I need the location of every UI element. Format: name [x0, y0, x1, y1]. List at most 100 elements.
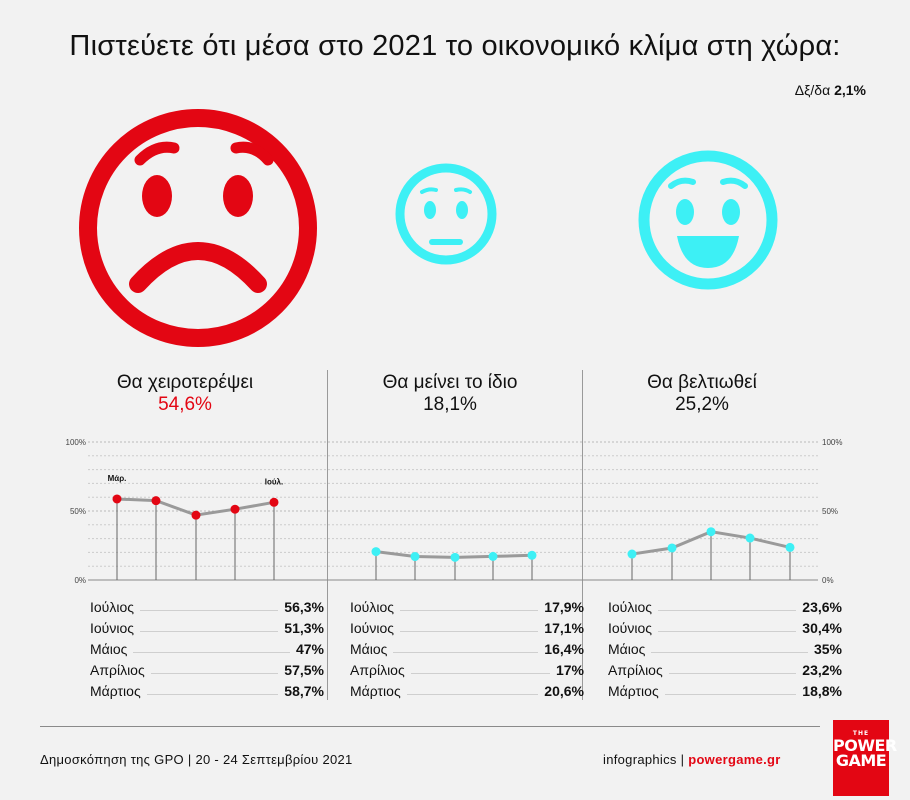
row-month: Απρίλιος — [90, 662, 145, 678]
happy-face-icon — [638, 150, 778, 290]
row-month: Μάιος — [350, 641, 388, 657]
row-month: Ιούνιος — [608, 620, 652, 636]
column-divider-2 — [582, 370, 583, 700]
page-title: Πιστεύετε ότι μέσα στο 2021 το οικονομικ… — [69, 30, 841, 62]
logo-small-text: THE — [852, 730, 870, 737]
row-value: 18,8% — [802, 683, 842, 699]
dont-know-value: 2,1% — [834, 82, 866, 98]
table-same: Ιούλιος 17,9% Ιούνιος 17,1% Μάιος 16,4% Απρίλι… — [350, 594, 584, 699]
row-leader-line — [668, 673, 797, 674]
table-row: Μάιος 35% — [608, 636, 842, 657]
column-total-worse: 54,6% — [158, 394, 212, 415]
powergame-logo: THE POWER GAME — [833, 720, 897, 796]
dont-know-label: Δξ/δα — [794, 82, 831, 98]
column-header-same: Θα μείνει το ίδιο 18,1% — [345, 372, 555, 416]
row-value: 30,4% — [802, 620, 842, 636]
row-leader-line — [410, 673, 550, 674]
row-value: 56,3% — [284, 599, 324, 615]
row-leader-line — [393, 652, 539, 653]
table-row: Μάρτιος 20,6% — [350, 678, 584, 699]
row-leader-line — [133, 652, 290, 653]
row-month: Μάιος — [90, 641, 128, 657]
table-row: Ιούλιος 56,3% — [90, 594, 324, 615]
column-label-better: Θα βελτιωθεί — [647, 372, 757, 393]
data-point — [410, 552, 420, 562]
column-label-worse: Θα χειροτερέψει — [116, 372, 254, 393]
table-row: Απρίλιος 57,5% — [90, 657, 324, 678]
footer-credit: infographics | powergame.gr — [603, 752, 781, 767]
row-leader-line — [139, 631, 279, 632]
table-worse: Ιούλιος 56,3% Ιούνιος 51,3% Μάιος 47% Απρίλιος… — [90, 594, 324, 699]
table-row: Ιούνιος 51,3% — [90, 615, 324, 636]
data-point — [269, 497, 279, 507]
data-point — [450, 552, 460, 562]
data-point — [627, 549, 637, 559]
row-month: Μάιος — [608, 641, 646, 657]
footer-divider — [40, 726, 820, 727]
table-row: Ιούλιος 17,9% — [350, 594, 584, 615]
table-row: Μάιος 16,4% — [350, 636, 584, 657]
row-value: 57,5% — [284, 662, 324, 678]
data-point — [151, 496, 161, 506]
y-tick-label-right: 100% — [822, 438, 842, 447]
row-leader-line — [146, 694, 279, 695]
x-label-last: Ιούλ. — [265, 477, 283, 486]
row-leader-line — [406, 694, 539, 695]
row-leader-line — [651, 652, 808, 653]
x-label-first: Μάρ. — [108, 474, 127, 483]
column-header-better: Θα βελτιωθεί 25,2% — [597, 372, 807, 416]
row-value: 17,1% — [544, 620, 584, 636]
table-row: Ιούνιος 30,4% — [608, 615, 842, 636]
row-leader-line — [399, 631, 539, 632]
table-row: Μάρτιος 58,7% — [90, 678, 324, 699]
row-value: 20,6% — [544, 683, 584, 699]
column-divider-1 — [327, 370, 328, 700]
row-value: 51,3% — [284, 620, 324, 636]
table-better: Ιούλιος 23,6% Ιούνιος 30,4% Μάιος 35% Απρίλιος… — [608, 594, 842, 699]
y-tick-label-right: 0% — [822, 576, 834, 585]
row-value: 47% — [295, 641, 324, 657]
row-leader-line — [150, 673, 279, 674]
column-header-worse: Θα χειροτερέψει 54,6% — [80, 372, 290, 416]
row-month: Ιούλιος — [90, 599, 134, 615]
dont-know-note: Δξ/δα 2,1% — [795, 82, 866, 98]
row-month: Ιούνιος — [90, 620, 134, 636]
row-leader-line — [399, 610, 539, 611]
y-tick-label-left: 100% — [66, 438, 86, 447]
data-point — [706, 527, 716, 537]
row-leader-line — [657, 631, 797, 632]
data-point — [371, 547, 381, 557]
logo-line2: GAME — [835, 751, 887, 770]
table-row: Μάιος 47% — [90, 636, 324, 657]
row-value: 16,4% — [544, 641, 584, 657]
trend-chart: 100% 100% 50% 50% 0% 0% Μάρ. Ιούλ. — [66, 438, 843, 585]
data-point — [488, 551, 498, 561]
row-month: Ιούνιος — [350, 620, 394, 636]
column-total-better: 25,2% — [675, 394, 729, 415]
row-month: Μάρτιος — [608, 683, 659, 699]
row-month: Μάρτιος — [350, 683, 401, 699]
row-value: 17,9% — [544, 599, 584, 615]
data-point — [785, 542, 795, 552]
footer-website-link[interactable]: powergame.gr — [688, 752, 781, 767]
column-total-same: 18,1% — [423, 394, 477, 415]
table-row: Απρίλιος 17% — [350, 657, 584, 678]
row-month: Απρίλιος — [608, 662, 663, 678]
row-leader-line — [664, 694, 797, 695]
y-tick-label-left: 0% — [74, 576, 86, 585]
y-tick-label-left: 50% — [70, 507, 86, 516]
sad-face-icon — [79, 109, 317, 347]
row-value: 23,2% — [802, 662, 842, 678]
neutral-face-icon — [395, 163, 497, 265]
table-row: Ιούλιος 23,6% — [608, 594, 842, 615]
data-point — [191, 510, 201, 520]
logo-line1: POWER — [833, 736, 897, 755]
y-tick-label-right: 50% — [822, 507, 838, 516]
table-row: Απρίλιος 23,2% — [608, 657, 842, 678]
table-row: Μάρτιος 18,8% — [608, 678, 842, 699]
row-value: 58,7% — [284, 683, 324, 699]
column-label-same: Θα μείνει το ίδιο — [382, 372, 518, 393]
row-month: Απρίλιος — [350, 662, 405, 678]
footer-credit-text: infographics | — [603, 752, 689, 767]
data-point — [230, 504, 240, 514]
